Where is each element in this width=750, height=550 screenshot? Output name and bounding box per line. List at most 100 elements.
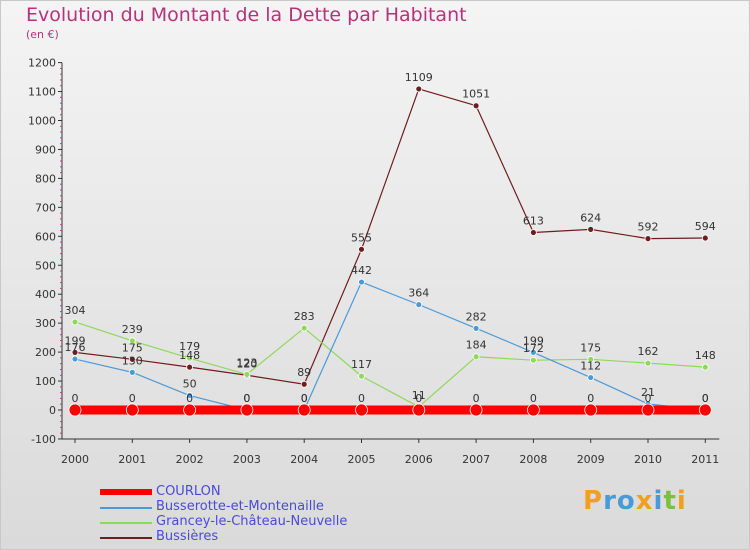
data-label: 0	[645, 392, 652, 405]
data-point	[297, 403, 311, 417]
y-tick-label: 100	[35, 375, 56, 388]
data-label: 0	[530, 392, 537, 405]
data-label: 123	[236, 356, 257, 369]
y-tick-label: 500	[35, 259, 56, 272]
logo-letter: x	[635, 486, 654, 516]
x-tick-label: 2010	[634, 453, 662, 466]
data-point	[183, 403, 197, 417]
data-point	[530, 348, 537, 356]
legend-swatch	[100, 522, 152, 524]
logo-letter: r	[603, 486, 617, 516]
data-label: 175	[580, 341, 601, 354]
data-point	[644, 359, 652, 367]
x-tick-label: 2011	[691, 453, 719, 466]
data-label: 0	[301, 392, 308, 405]
data-label: 11	[412, 389, 426, 402]
data-label: 555	[351, 231, 372, 244]
data-label: 0	[129, 392, 136, 405]
data-point	[530, 229, 537, 236]
data-point	[186, 363, 194, 371]
x-tick-label: 2005	[348, 453, 376, 466]
data-point	[527, 403, 540, 417]
data-point	[186, 354, 194, 362]
data-point	[128, 337, 136, 345]
data-label: 0	[702, 392, 709, 405]
data-label: 613	[523, 215, 544, 228]
legend-label: Busserotte-et-Montenaille	[156, 499, 324, 514]
data-point	[300, 324, 308, 332]
data-point	[701, 234, 709, 242]
x-tick-label: 2001	[118, 453, 146, 466]
data-point	[125, 403, 139, 417]
chart-subtitle: (en €)	[26, 28, 59, 41]
legend-swatch	[100, 507, 152, 509]
x-tick-label: 2007	[462, 453, 490, 466]
data-label: 239	[122, 323, 143, 336]
data-label: 112	[580, 360, 601, 373]
data-label: 176	[65, 341, 86, 354]
data-label: 89	[297, 366, 311, 379]
data-point	[358, 245, 365, 253]
y-tick-label: 1100	[28, 86, 56, 99]
data-label: 283	[294, 310, 315, 323]
data-label: 148	[179, 349, 200, 362]
data-label: 117	[351, 358, 372, 371]
data-point	[71, 348, 79, 356]
data-label: 304	[65, 304, 86, 317]
logo-letter: i	[653, 486, 664, 516]
data-label: 50	[183, 378, 197, 391]
y-tick-label: 900	[35, 143, 56, 156]
data-point	[472, 102, 480, 110]
data-point	[415, 301, 423, 309]
y-tick-label: 0	[49, 404, 56, 417]
data-point	[472, 353, 480, 361]
data-point	[412, 403, 426, 417]
data-label: 148	[695, 349, 716, 362]
legend-swatch	[100, 489, 152, 495]
y-tick-label: 300	[35, 317, 56, 330]
logo-letter: o	[616, 486, 636, 516]
x-tick-label: 2006	[405, 453, 433, 466]
data-point	[355, 403, 368, 417]
data-label: 1109	[405, 71, 433, 84]
data-label: 130	[122, 354, 143, 367]
data-label: 0	[72, 392, 79, 405]
data-label: 184	[466, 339, 487, 352]
legend-label: Grancey-le-Château-Neuvelle	[156, 514, 348, 529]
y-tick-label: 1200	[28, 57, 56, 70]
data-label: 0	[702, 392, 709, 405]
y-tick-label: 200	[35, 346, 56, 359]
data-point	[71, 318, 79, 326]
chart-title: Evolution du Montant de la Dette par Hab…	[26, 4, 467, 26]
logo-letter: i	[676, 486, 687, 516]
x-tick-label: 2004	[290, 453, 318, 466]
data-point	[71, 355, 79, 363]
data-label: 0	[415, 392, 422, 405]
x-tick-label: 2008	[519, 453, 547, 466]
series-line	[74, 281, 706, 411]
legend-swatch	[100, 537, 152, 539]
data-point	[641, 403, 655, 417]
y-tick-label: 400	[35, 288, 56, 301]
data-label: 364	[408, 287, 429, 300]
data-label: 0	[243, 392, 250, 405]
data-label: 199	[523, 334, 544, 347]
y-tick-label: 1000	[28, 115, 56, 128]
data-label: 442	[351, 264, 372, 277]
data-label: 594	[695, 220, 716, 233]
legend-label: Bussières	[156, 529, 219, 544]
data-label: 120	[236, 357, 257, 370]
data-point	[469, 403, 483, 417]
data-point	[587, 355, 595, 363]
data-label: 0	[358, 392, 365, 405]
y-tick-label: 600	[35, 230, 56, 243]
data-label: 592	[638, 221, 659, 234]
data-point	[415, 85, 423, 93]
data-label: 179	[179, 340, 200, 353]
x-tick-label: 2009	[577, 453, 605, 466]
data-point	[644, 235, 652, 243]
logo-letter: P	[583, 486, 604, 516]
data-point	[698, 403, 712, 417]
